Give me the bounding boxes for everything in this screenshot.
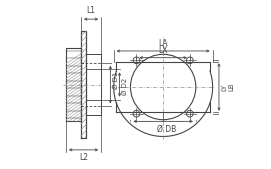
Text: Ø DB: Ø DB [157, 124, 176, 133]
Text: LA: LA [158, 39, 168, 48]
Text: Ø D1: Ø D1 [113, 72, 119, 89]
Text: LX: LX [159, 46, 168, 55]
Text: LY: LY [221, 83, 227, 91]
Text: L1: L1 [86, 6, 96, 15]
Text: LB: LB [228, 83, 234, 91]
Text: Ø D2: Ø D2 [122, 78, 128, 95]
Text: L2: L2 [79, 153, 88, 162]
